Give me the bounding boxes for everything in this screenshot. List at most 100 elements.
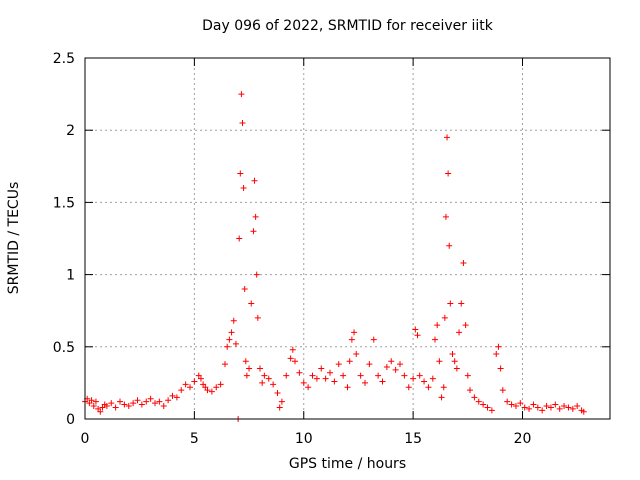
data-point xyxy=(504,398,511,405)
data-point xyxy=(357,372,364,379)
x-tick-label: 10 xyxy=(295,431,313,447)
data-point xyxy=(440,384,447,391)
data-point xyxy=(388,358,395,365)
data-point xyxy=(521,404,528,411)
data-point xyxy=(252,213,259,220)
data-point xyxy=(237,170,244,177)
data-point xyxy=(270,381,277,388)
data-point xyxy=(397,361,403,368)
data-point xyxy=(480,401,487,408)
data-point xyxy=(254,314,261,321)
data-point xyxy=(526,405,533,412)
data-point xyxy=(405,384,412,391)
data-point xyxy=(309,372,316,379)
data-point xyxy=(436,358,443,365)
data-point xyxy=(289,346,296,353)
data-point xyxy=(493,351,500,358)
data-point xyxy=(322,375,329,382)
data-point xyxy=(467,387,473,394)
data-point xyxy=(178,387,185,394)
data-point xyxy=(217,381,224,388)
data-point xyxy=(117,398,123,405)
data-point xyxy=(187,384,193,391)
data-point xyxy=(327,369,333,376)
data-point xyxy=(565,404,572,411)
data-point xyxy=(438,394,445,401)
data-point xyxy=(488,407,495,414)
data-point xyxy=(283,372,290,379)
data-point xyxy=(241,286,248,293)
data-point xyxy=(165,397,172,404)
data-point xyxy=(512,403,519,410)
data-point xyxy=(265,375,272,382)
data-point xyxy=(346,358,353,365)
data-point xyxy=(425,384,432,391)
data-point xyxy=(462,322,469,329)
data-point xyxy=(499,387,506,394)
data-point xyxy=(379,378,386,385)
data-point xyxy=(292,358,298,365)
data-point xyxy=(138,401,145,408)
y-tick-label: 1.5 xyxy=(53,195,75,211)
data-point xyxy=(208,388,215,395)
data-point xyxy=(475,398,482,405)
data-point xyxy=(335,361,342,368)
data-point xyxy=(375,372,382,379)
data-point xyxy=(366,361,373,368)
data-point xyxy=(313,375,320,382)
data-point xyxy=(353,351,360,358)
data-point xyxy=(97,408,104,415)
data-point xyxy=(236,235,243,242)
data-point xyxy=(278,398,285,405)
data-point xyxy=(90,403,97,410)
data-point xyxy=(556,405,563,412)
data-point xyxy=(453,365,460,372)
data-point xyxy=(580,408,587,415)
data-point xyxy=(517,400,524,407)
data-point xyxy=(259,379,266,386)
data-point xyxy=(250,228,257,235)
data-point xyxy=(287,355,294,362)
data-point xyxy=(240,184,247,191)
data-point xyxy=(414,332,421,339)
data-point xyxy=(232,340,239,347)
x-tick-label: 0 xyxy=(81,431,90,447)
data-point xyxy=(552,401,559,408)
data-point xyxy=(495,343,502,350)
data-point xyxy=(108,400,115,407)
data-point xyxy=(103,403,110,410)
data-point xyxy=(412,326,419,333)
x-axis-label: GPS time / hours xyxy=(288,456,407,472)
data-point xyxy=(446,242,453,249)
chart-title: Day 096 of 2022, SRMTID for receiver iit… xyxy=(202,18,493,34)
data-point xyxy=(248,300,255,307)
data-point xyxy=(421,378,428,385)
data-point xyxy=(296,369,303,376)
data-point xyxy=(226,336,233,343)
data-point xyxy=(274,390,281,397)
data-point xyxy=(204,387,211,394)
data-point xyxy=(331,378,338,385)
data-point xyxy=(125,403,132,410)
data-point xyxy=(191,378,198,385)
x-tick-label: 20 xyxy=(514,431,532,447)
data-point xyxy=(449,351,456,358)
data-point xyxy=(383,364,390,371)
data-point xyxy=(230,317,237,324)
data-point xyxy=(242,358,249,365)
data-point xyxy=(456,329,463,336)
data-point xyxy=(239,119,246,126)
data-point xyxy=(464,372,471,379)
data-point xyxy=(152,400,158,407)
data-point xyxy=(224,343,231,350)
data-point xyxy=(445,170,452,177)
data-point xyxy=(561,403,568,410)
data-point xyxy=(484,404,491,411)
data-point xyxy=(410,375,417,382)
y-tick-label: 0 xyxy=(66,412,75,428)
data-point xyxy=(441,314,448,321)
data-point xyxy=(112,404,119,411)
data-point xyxy=(147,395,154,402)
data-point xyxy=(416,372,423,379)
y-tick-label: 0.5 xyxy=(53,340,75,356)
